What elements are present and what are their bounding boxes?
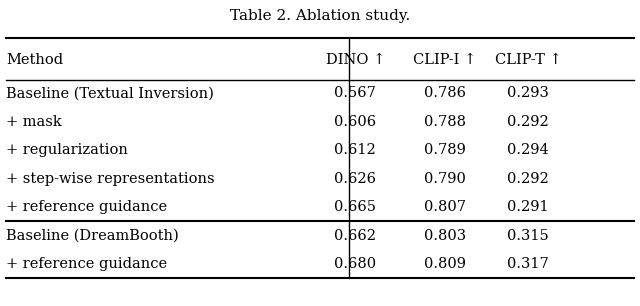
Text: + reference guidance: + reference guidance	[6, 257, 168, 271]
Text: 0.789: 0.789	[424, 143, 466, 157]
Text: DINO ↑: DINO ↑	[326, 53, 385, 67]
Text: Method: Method	[6, 53, 63, 67]
Text: Table 2. Ablation study.: Table 2. Ablation study.	[230, 9, 410, 23]
Text: 0.788: 0.788	[424, 115, 466, 129]
Text: 0.293: 0.293	[507, 86, 549, 100]
Text: + regularization: + regularization	[6, 143, 128, 157]
Text: CLIP-T ↑: CLIP-T ↑	[495, 53, 561, 67]
Text: 0.809: 0.809	[424, 257, 466, 271]
Text: + reference guidance: + reference guidance	[6, 200, 168, 214]
Text: CLIP-I ↑: CLIP-I ↑	[413, 53, 476, 67]
Text: 0.662: 0.662	[334, 229, 376, 243]
Text: 0.567: 0.567	[334, 86, 376, 100]
Text: + mask: + mask	[6, 115, 62, 129]
Text: 0.680: 0.680	[334, 257, 376, 271]
Text: 0.786: 0.786	[424, 86, 466, 100]
Text: 0.292: 0.292	[507, 172, 549, 186]
Text: 0.612: 0.612	[334, 143, 376, 157]
Text: 0.606: 0.606	[334, 115, 376, 129]
Text: Baseline (Textual Inversion): Baseline (Textual Inversion)	[6, 86, 214, 100]
Text: 0.803: 0.803	[424, 229, 466, 243]
Text: 0.294: 0.294	[507, 143, 549, 157]
Text: 0.291: 0.291	[507, 200, 549, 214]
Text: 0.790: 0.790	[424, 172, 466, 186]
Text: 0.292: 0.292	[507, 115, 549, 129]
Text: 0.317: 0.317	[507, 257, 549, 271]
Text: + step-wise representations: + step-wise representations	[6, 172, 215, 186]
Text: Baseline (DreamBooth): Baseline (DreamBooth)	[6, 229, 179, 243]
Text: 0.315: 0.315	[507, 229, 549, 243]
Text: 0.626: 0.626	[334, 172, 376, 186]
Text: 0.807: 0.807	[424, 200, 466, 214]
Text: 0.665: 0.665	[334, 200, 376, 214]
